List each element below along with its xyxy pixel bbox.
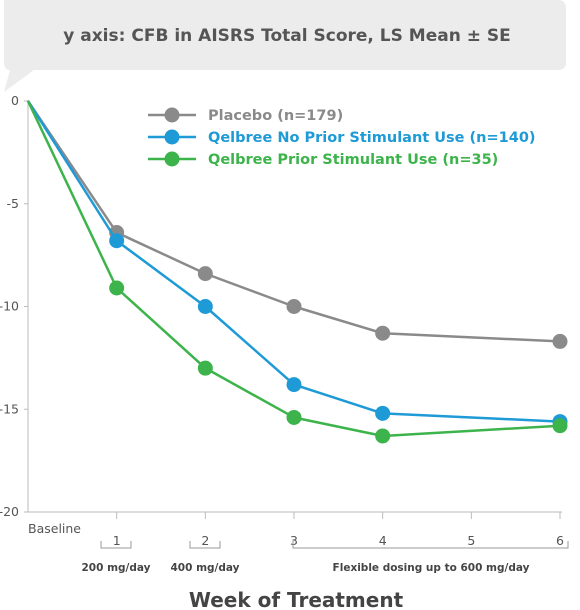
data-point xyxy=(286,409,302,425)
data-point xyxy=(286,377,302,393)
x-axis-label: Week of Treatment xyxy=(189,588,404,610)
dose-label-flexible: Flexible dosing up to 600 mg/day xyxy=(333,562,530,574)
data-point xyxy=(375,325,391,341)
x-ticks: Baseline 1 2 3 4 5 6 xyxy=(28,512,564,548)
y-tick-label: -20 xyxy=(0,504,19,519)
x-tick-label: Baseline xyxy=(28,521,81,536)
dose-bracket-flexible xyxy=(292,541,569,549)
data-point xyxy=(109,233,125,249)
x-tick-label: 1 xyxy=(113,533,121,548)
data-point xyxy=(197,266,213,282)
dose-bracket-week1 xyxy=(100,541,132,549)
y-ticks: 0 -5 -10 -15 -20 xyxy=(0,93,28,519)
series-line-1 xyxy=(26,100,561,423)
legend-marker xyxy=(164,107,180,123)
data-point xyxy=(375,405,391,421)
series-layer xyxy=(26,100,568,444)
y-tick-label: 0 xyxy=(11,93,19,108)
series-line-2 xyxy=(26,100,561,438)
title-callout-shape xyxy=(4,0,566,92)
legend-marker xyxy=(164,129,180,145)
y-tick-label: -15 xyxy=(0,401,19,416)
x-tick-label: 6 xyxy=(556,533,564,548)
legend-label: Qelbree Prior Stimulant Use (n=35) xyxy=(208,152,498,168)
legend-label: Placebo (n=179) xyxy=(208,108,343,124)
data-point xyxy=(375,428,391,444)
data-point xyxy=(552,418,568,434)
y-tick-label: -10 xyxy=(0,299,19,314)
x-tick-label: 2 xyxy=(201,533,209,548)
series-line-0 xyxy=(26,100,561,343)
legend-marker xyxy=(164,151,180,167)
data-point xyxy=(286,299,302,314)
legend-label: Qelbree No Prior Stimulant Use (n=140) xyxy=(208,130,536,146)
x-tick-label: 3 xyxy=(290,533,298,548)
chart-title: y axis: CFB in AISRS Total Score, LS Mea… xyxy=(63,26,511,46)
data-point xyxy=(197,360,213,376)
data-point xyxy=(109,280,125,296)
dose-label-400: 400 mg/day xyxy=(171,562,240,574)
title-callout: y axis: CFB in AISRS Total Score, LS Mea… xyxy=(4,0,566,92)
dose-label-200: 200 mg/day xyxy=(82,562,151,574)
y-tick-label: -5 xyxy=(7,196,19,211)
data-point xyxy=(552,333,568,349)
dose-bracket-week2 xyxy=(189,541,221,549)
x-tick-label: 5 xyxy=(467,533,475,548)
dosing-annotations xyxy=(100,541,569,549)
data-point xyxy=(197,299,213,314)
legend: Placebo (n=179) Qelbree No Prior Stimulan… xyxy=(148,107,536,168)
x-tick-label: 4 xyxy=(379,533,387,548)
